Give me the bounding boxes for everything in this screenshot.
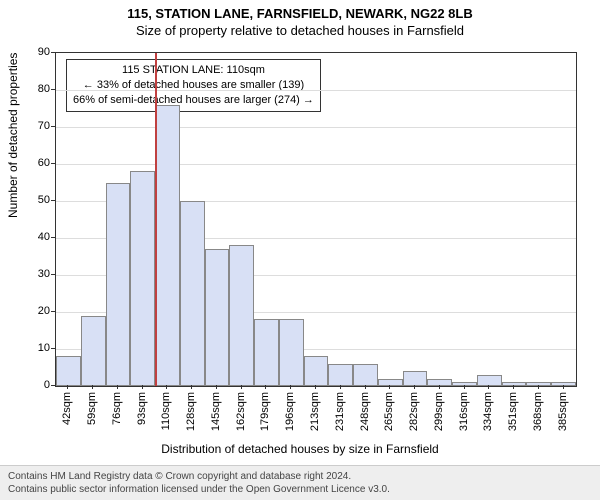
x-tick (513, 385, 514, 389)
bar (551, 382, 576, 386)
x-tick-label: 179sqm (259, 392, 271, 431)
bar (427, 379, 452, 386)
x-tick (290, 385, 291, 389)
y-tick-label: 90 (10, 46, 50, 58)
x-tick (365, 385, 366, 389)
x-tick-label: 265sqm (383, 392, 395, 431)
y-tick (51, 89, 55, 90)
y-tick (51, 385, 55, 386)
bar (254, 319, 279, 386)
marker-line (155, 53, 157, 386)
y-tick (51, 52, 55, 53)
x-tick (92, 385, 93, 389)
plot-area: 115 STATION LANE: 110sqm ← 33% of detach… (55, 52, 577, 387)
y-tick (51, 126, 55, 127)
bar (403, 371, 428, 386)
x-tick (340, 385, 341, 389)
x-tick-label: 110sqm (160, 392, 172, 430)
bar (229, 245, 254, 386)
info-line-3: 66% of semi-detached houses are larger (… (73, 93, 314, 108)
x-tick-label: 351sqm (507, 392, 519, 431)
bar (526, 382, 551, 386)
bar (106, 183, 131, 387)
y-tick (51, 237, 55, 238)
x-tick (464, 385, 465, 389)
gridline (56, 164, 576, 165)
chart-title: 115, STATION LANE, FARNSFIELD, NEWARK, N… (0, 0, 600, 21)
x-tick-label: 213sqm (309, 392, 321, 431)
x-tick-label: 316sqm (458, 392, 470, 431)
x-tick-label: 59sqm (86, 392, 98, 425)
bar (180, 201, 205, 386)
bar (56, 356, 81, 386)
x-axis-label: Distribution of detached houses by size … (0, 442, 600, 456)
x-tick-label: 42sqm (61, 392, 73, 425)
y-tick (51, 163, 55, 164)
x-tick (538, 385, 539, 389)
bar (205, 249, 230, 386)
chart-container: 115, STATION LANE, FARNSFIELD, NEWARK, N… (0, 0, 600, 500)
footer-line-1: Contains HM Land Registry data © Crown c… (8, 470, 592, 483)
y-tick-label: 70 (10, 120, 50, 132)
x-tick-label: 299sqm (433, 392, 445, 431)
x-tick-label: 282sqm (408, 392, 420, 431)
x-tick-label: 368sqm (532, 392, 544, 431)
y-tick-label: 60 (10, 157, 50, 169)
y-tick (51, 200, 55, 201)
x-tick-label: 248sqm (359, 392, 371, 431)
gridline (56, 127, 576, 128)
bar (130, 171, 155, 386)
x-tick (67, 385, 68, 389)
x-tick (439, 385, 440, 389)
y-tick-label: 50 (10, 194, 50, 206)
x-tick-label: 128sqm (185, 392, 197, 431)
x-tick-label: 196sqm (284, 392, 296, 431)
x-tick (315, 385, 316, 389)
y-tick-label: 80 (10, 83, 50, 95)
y-tick-label: 0 (10, 379, 50, 391)
x-tick-label: 145sqm (210, 392, 222, 431)
x-tick (117, 385, 118, 389)
bar (328, 364, 353, 386)
x-tick (414, 385, 415, 389)
gridline (56, 90, 576, 91)
y-tick (51, 274, 55, 275)
y-tick (51, 348, 55, 349)
y-tick-label: 40 (10, 231, 50, 243)
bar (279, 319, 304, 386)
bar (452, 382, 477, 386)
footer-line-2: Contains public sector information licen… (8, 483, 592, 496)
x-tick (265, 385, 266, 389)
bar (81, 316, 106, 386)
y-tick (51, 311, 55, 312)
y-tick-label: 30 (10, 268, 50, 280)
y-tick-label: 10 (10, 342, 50, 354)
bar (304, 356, 329, 386)
info-line-1: 115 STATION LANE: 110sqm (73, 63, 314, 78)
x-tick-label: 231sqm (334, 392, 346, 431)
bar (353, 364, 378, 386)
info-box: 115 STATION LANE: 110sqm ← 33% of detach… (66, 59, 321, 112)
x-tick-label: 93sqm (136, 392, 148, 425)
x-tick-label: 76sqm (111, 392, 123, 425)
chart-subtitle: Size of property relative to detached ho… (0, 21, 600, 38)
x-tick (191, 385, 192, 389)
x-tick-label: 162sqm (235, 392, 247, 431)
x-tick (216, 385, 217, 389)
x-tick (166, 385, 167, 389)
y-tick-label: 20 (10, 305, 50, 317)
footer: Contains HM Land Registry data © Crown c… (0, 465, 600, 500)
x-tick (142, 385, 143, 389)
x-tick (488, 385, 489, 389)
bar (155, 105, 180, 386)
x-tick (389, 385, 390, 389)
x-tick-label: 385sqm (557, 392, 569, 431)
x-tick (241, 385, 242, 389)
x-tick (563, 385, 564, 389)
x-tick-label: 334sqm (482, 392, 494, 431)
